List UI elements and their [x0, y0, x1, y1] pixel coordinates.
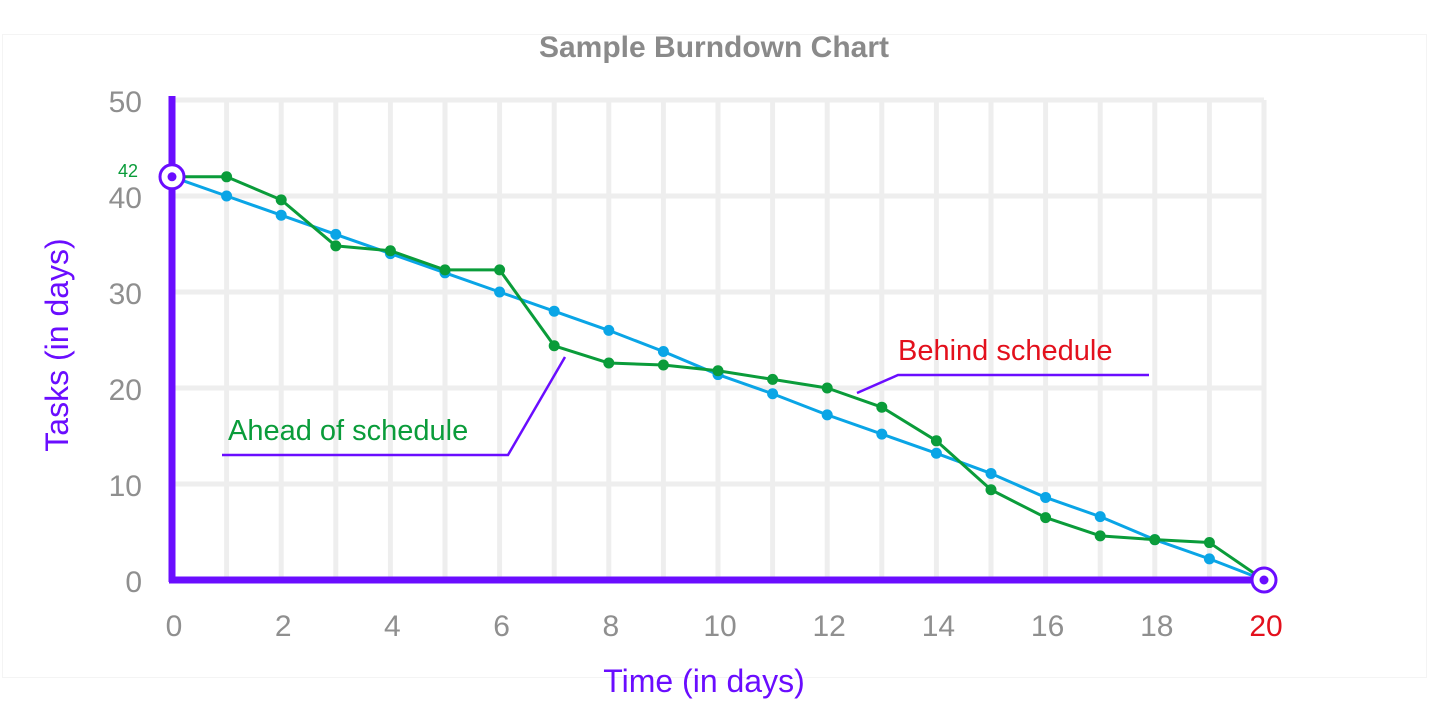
data-point — [985, 484, 997, 496]
data-point — [494, 286, 506, 298]
data-point — [1203, 537, 1215, 549]
data-point — [1094, 530, 1106, 542]
endpoint-dot — [167, 172, 177, 182]
x-tick-label: 4 — [384, 610, 401, 643]
data-point — [330, 228, 342, 240]
annotation-ahead-pointer — [222, 356, 567, 457]
annotation-behind: Behind schedule — [898, 335, 1112, 367]
data-point — [275, 194, 287, 206]
y-tick-label: 0 — [125, 566, 142, 599]
data-point — [930, 435, 942, 447]
x-tick-labels: 0 2 4 6 8 10 12 14 16 18 20 — [166, 610, 1283, 643]
data-point — [548, 305, 560, 317]
y-tick-labels: 0 10 20 30 40 50 — [109, 86, 142, 599]
y-tick-label: 40 — [109, 182, 142, 215]
data-point — [985, 467, 997, 479]
chart-title: Sample Burndown Chart — [539, 31, 889, 64]
x-tick-label: 16 — [1031, 610, 1064, 643]
x-tick-label: 8 — [602, 610, 619, 643]
y-tick-label: 50 — [109, 86, 142, 119]
data-point — [930, 447, 942, 459]
data-point — [221, 171, 233, 183]
y-tick-label: 10 — [109, 470, 142, 503]
x-tick-label: 14 — [922, 610, 955, 643]
data-point — [1094, 511, 1106, 523]
data-point — [603, 324, 615, 336]
data-point — [876, 401, 888, 413]
chart-frame — [2, 34, 1427, 678]
data-point — [657, 359, 669, 371]
data-point — [767, 373, 779, 385]
y-tick-label: 30 — [109, 278, 142, 311]
data-point — [1203, 553, 1215, 565]
data-point — [657, 346, 669, 358]
data-point — [767, 388, 779, 400]
data-point — [221, 190, 233, 202]
x-tick-label: 18 — [1140, 610, 1173, 643]
y-tick-label: 20 — [109, 374, 142, 407]
annotation-ahead: Ahead of schedule — [228, 415, 468, 447]
x-tick-label: 2 — [275, 610, 292, 643]
data-point — [821, 409, 833, 421]
data-point — [439, 264, 451, 276]
endpoint-dot — [1259, 575, 1269, 585]
data-point — [712, 365, 724, 377]
x-tick-label: 0 — [166, 610, 183, 643]
data-point — [330, 240, 342, 252]
x-tick-label: 20 — [1249, 610, 1282, 643]
data-point — [275, 209, 287, 221]
x-tick-label: 12 — [813, 610, 846, 643]
y-axis-label: Tasks (in days) — [39, 238, 75, 451]
data-point — [384, 245, 396, 257]
data-point — [548, 340, 560, 352]
grid — [172, 97, 1267, 580]
data-point — [821, 382, 833, 394]
series-lines — [166, 171, 1270, 586]
x-axis-label: Time (in days) — [603, 663, 805, 699]
data-point — [1040, 491, 1052, 503]
annotation-behind-pointer — [856, 373, 1149, 395]
data-point — [494, 264, 506, 276]
x-tick-label: 6 — [493, 610, 510, 643]
endpoint-markers — [158, 163, 1278, 594]
start-value-label: 42 — [118, 161, 138, 181]
data-point — [1040, 512, 1052, 524]
data-point — [876, 428, 888, 440]
data-point — [1149, 534, 1161, 546]
x-tick-label: 10 — [703, 610, 736, 643]
annotations: Ahead of schedule Behind schedule — [222, 335, 1149, 457]
data-point — [603, 357, 615, 369]
